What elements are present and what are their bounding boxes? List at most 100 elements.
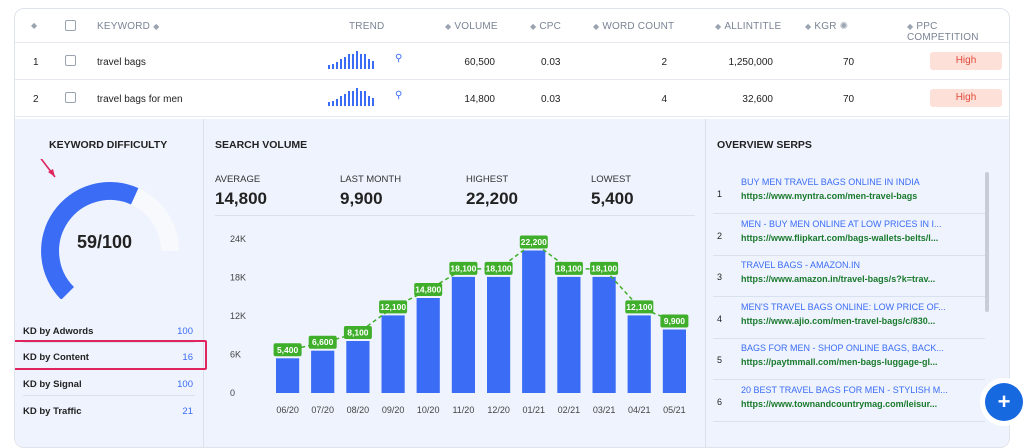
serp-url[interactable]: https://www.ajio.com/men-travel-bags/c/8… <box>741 315 936 326</box>
row-checkbox[interactable] <box>65 55 76 66</box>
header-keyword[interactable]: KEYWORD ◆ <box>97 21 160 32</box>
data-label-box <box>590 261 619 275</box>
volume-value: 60,500 <box>464 57 495 68</box>
serp-title-link[interactable]: TRAVEL BAGS - AMAZON.IN <box>741 260 861 270</box>
header-ppc[interactable]: ◆ PPC COMPETITION <box>907 21 979 43</box>
data-label: 18,100 <box>556 263 582 273</box>
data-label: 18,100 <box>591 263 617 273</box>
trend-bar <box>332 101 334 106</box>
trend-bar <box>364 91 366 106</box>
keyword-link[interactable]: travel bags for men <box>97 94 183 105</box>
serp-item[interactable]: 5 BAGS FOR MEN - SHOP ONLINE BAGS, BACK..… <box>713 339 985 380</box>
keyword-link[interactable]: travel bags <box>97 57 146 68</box>
serp-title-link[interactable]: MEN'S TRAVEL BAGS ONLINE: LOW PRICE OF..… <box>741 301 946 312</box>
trend-bar <box>332 64 334 69</box>
bar <box>487 276 511 393</box>
serp-title-link[interactable]: BAGS FOR MEN - SHOP ONLINE BAGS, BACK... <box>741 343 944 353</box>
sort-icon: ◆ <box>445 22 452 31</box>
x-tick-label: 07/20 <box>311 405 334 415</box>
x-tick-label: 10/20 <box>417 405 440 415</box>
serp-title-link[interactable]: MEN - BUY MEN ONLINE AT LOW PRICES IN I.… <box>741 218 942 229</box>
stat-average-value: 14,800 <box>215 189 267 208</box>
header-word-count[interactable]: ◆ WORD COUNT <box>593 21 675 32</box>
kd-score: 59/100 <box>77 232 133 252</box>
trend-bar <box>352 91 354 106</box>
sort-icon[interactable]: ◆ <box>153 22 160 31</box>
select-all-checkbox[interactable] <box>65 20 76 31</box>
stat-lowest-label: LOWEST <box>591 174 632 185</box>
kd-adwords-row: KD by Adwords 100 <box>23 317 195 343</box>
data-label-box <box>308 335 337 349</box>
serp-item[interactable]: 4 MEN'S TRAVEL BAGS ONLINE: LOW PRICE OF.… <box>713 298 985 339</box>
gauge-fill <box>41 182 139 299</box>
serp-item[interactable]: 6 20 BEST TRAVEL BAGS FOR MEN - STYLISH M… <box>713 381 985 422</box>
data-label: 9,900 <box>664 316 686 326</box>
cpc-value: 0.03 <box>541 57 561 68</box>
sort-icon[interactable]: ◆ <box>31 21 38 30</box>
serp-item[interactable]: 1 BUY MEN TRAVEL BAGS ONLINE IN INDIA http… <box>713 173 985 214</box>
serp-item[interactable]: 2 MEN - BUY MEN ONLINE AT LOW PRICES IN I… <box>713 215 985 256</box>
word-count-value: 4 <box>661 94 667 105</box>
serp-url[interactable]: https://www.myntra.com/men-travel-bags <box>741 191 918 201</box>
kgr-value: 70 <box>843 57 855 68</box>
kd-label: KD by Content <box>23 352 89 363</box>
x-tick-label: 02/21 <box>558 405 581 415</box>
serp-item[interactable]: 3 TRAVEL BAGS - AMAZON.IN https://www.amaz… <box>713 256 985 297</box>
trend-bar <box>360 91 362 106</box>
x-tick-label: 12/20 <box>487 405 510 415</box>
trend-bar <box>364 54 366 69</box>
search-icon[interactable]: ⚲ <box>395 90 403 101</box>
header-cpc[interactable]: ◆ CPC <box>530 21 562 32</box>
x-tick-label: 06/20 <box>276 405 299 415</box>
plus-icon[interactable]: + <box>985 383 1023 421</box>
serp-url[interactable]: https://www.flipkart.com/bags-wallets-be… <box>741 232 939 243</box>
trend-bar <box>348 91 350 106</box>
x-tick-label: 04/21 <box>628 405 651 415</box>
data-label-box <box>554 261 583 275</box>
kd-signal-row: KD by Signal 100 <box>23 370 195 396</box>
trend-bar <box>360 54 362 69</box>
serp-url[interactable]: https://www.amazon.in/travel-bags/s?k=tr… <box>741 274 936 284</box>
sort-icon: ◆ <box>805 22 812 31</box>
trend-bar <box>372 61 374 69</box>
x-tick-label: 09/20 <box>382 405 405 415</box>
stat-highest-label: HIGHEST <box>466 174 509 185</box>
row-index: 2 <box>33 94 39 105</box>
allintitle-value: 32,600 <box>742 94 773 105</box>
x-tick-label: 03/21 <box>593 405 616 415</box>
kd-value: 16 <box>182 352 193 363</box>
volume-value: 14,800 <box>464 94 495 105</box>
annotation-arrow <box>40 159 56 178</box>
header-volume[interactable]: ◆ VOLUME <box>445 21 498 32</box>
kgr-value: 70 <box>843 94 855 105</box>
keyword-research-panel: ◆ KEYWORD ◆ TREND ◆ VOLUME ◆ CPC ◆ WORD COU… <box>14 8 1010 448</box>
kd-label: KD by Traffic <box>23 406 82 417</box>
serp-rank: 1 <box>717 189 723 199</box>
data-label: 22,200 <box>521 237 547 247</box>
serp-url[interactable]: https://paytmmall.com/men-bags-luggage-g… <box>741 357 938 367</box>
sort-icon: ◆ <box>907 22 914 31</box>
header-kgr[interactable]: ◆ KGR ✺ <box>805 21 849 32</box>
x-tick-label: 08/20 <box>347 405 370 415</box>
serp-title-link[interactable]: 20 BEST TRAVEL BAGS FOR MEN - STYLISH M.… <box>741 384 948 395</box>
serp-url[interactable]: https://www.townandcountrymag.com/leisur… <box>741 398 938 409</box>
serp-title-link[interactable]: BUY MEN TRAVEL BAGS ONLINE IN INDIA <box>741 177 920 187</box>
data-label: 8,100 <box>347 328 369 338</box>
data-label: 12,100 <box>626 302 652 312</box>
stats-divider <box>215 215 695 216</box>
data-label-box <box>273 343 302 357</box>
row-checkbox[interactable] <box>65 92 76 103</box>
panel-divider <box>705 119 706 447</box>
y-tick-label: 18K <box>230 273 246 283</box>
search-icon[interactable]: ⚲ <box>395 53 403 64</box>
row-index: 1 <box>33 57 39 68</box>
trend-bar <box>356 51 358 69</box>
scrollbar[interactable] <box>985 172 989 312</box>
data-label: 18,100 <box>486 263 512 273</box>
x-tick-label: 01/21 <box>523 405 546 415</box>
kd-value: 100 <box>177 379 193 390</box>
ppc-badge: High <box>930 89 1002 107</box>
serps-title: OVERVIEW SERPS <box>717 139 812 151</box>
header-allintitle[interactable]: ◆ ALLINTITLE <box>715 21 782 32</box>
stat-last-month-value: 9,900 <box>340 189 383 208</box>
